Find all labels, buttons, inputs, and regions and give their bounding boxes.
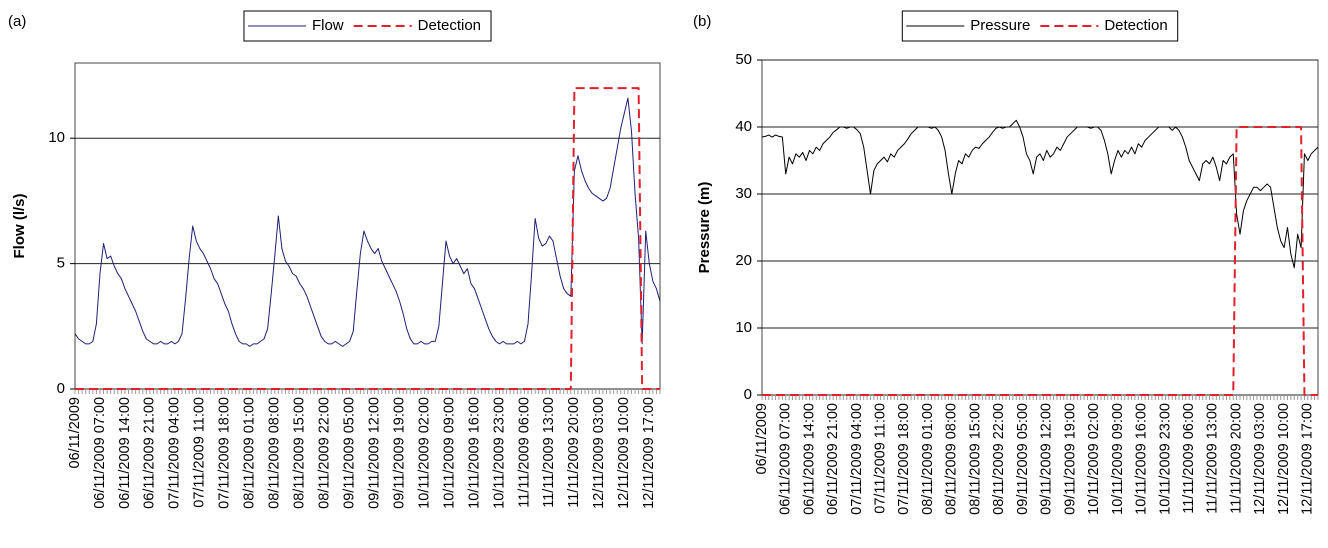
x-tick-label: 07/11/2009 04:00 bbox=[167, 397, 183, 509]
y-tick-label: 10 bbox=[48, 129, 65, 146]
y-tick-label: 40 bbox=[735, 118, 752, 135]
x-tick-label: 07/11/2009 18:00 bbox=[896, 403, 912, 515]
x-tick-label: 12/11/2009 17:00 bbox=[641, 397, 657, 509]
x-tick-label: 08/11/2009 08:00 bbox=[267, 397, 283, 509]
x-tick-label: 08/11/2009 08:00 bbox=[944, 403, 960, 515]
x-tick-label: 10/11/2009 16:00 bbox=[1134, 403, 1150, 515]
x-tick-label: 11/11/2009 13:00 bbox=[541, 397, 557, 508]
y-axis-title: Flow (l/s) bbox=[11, 194, 28, 259]
x-tick-label: 11/11/2009 06:00 bbox=[516, 397, 532, 508]
x-tick-label: 09/11/2009 05:00 bbox=[1015, 403, 1031, 515]
x-tick-label: 11/11/2009 20:00 bbox=[1228, 403, 1244, 514]
x-tick-label: 10/11/2009 02:00 bbox=[1086, 403, 1102, 515]
x-tick-label: 09/11/2009 12:00 bbox=[1039, 403, 1055, 515]
y-tick-label: 20 bbox=[735, 252, 752, 269]
x-tick-label: 08/11/2009 22:00 bbox=[991, 403, 1007, 515]
x-tick-label: 08/11/2009 01:00 bbox=[242, 397, 258, 509]
series-line bbox=[74, 97, 661, 347]
panel-label: (b) bbox=[693, 13, 711, 30]
x-tick-label: 06/11/2009 14:00 bbox=[117, 397, 133, 509]
x-tick-label: 12/11/2009 10:00 bbox=[1276, 403, 1292, 515]
panel-label: (a) bbox=[8, 13, 26, 30]
x-tick-label: 06/11/2009 14:00 bbox=[801, 403, 817, 515]
x-tick-label: 08/11/2009 22:00 bbox=[317, 397, 333, 509]
x-tick-label: 07/11/2009 18:00 bbox=[217, 397, 233, 509]
x-tick-label: 06/11/2009 21:00 bbox=[825, 403, 841, 515]
legend-box bbox=[901, 10, 1179, 42]
x-tick-label: 09/11/2009 05:00 bbox=[341, 397, 357, 509]
x-tick-label: 07/11/2009 11:00 bbox=[192, 397, 208, 508]
y-tick-label: 10 bbox=[735, 319, 752, 336]
legend-label: Flow bbox=[312, 17, 344, 34]
x-tick-label: 09/11/2009 19:00 bbox=[1062, 403, 1078, 515]
y-tick-label: 0 bbox=[744, 386, 752, 403]
series-line bbox=[761, 119, 1319, 269]
x-tick-label: 10/11/2009 09:00 bbox=[441, 397, 457, 509]
x-tick-label: 06/11/2009 bbox=[67, 397, 83, 469]
series-line bbox=[75, 87, 660, 390]
x-tick-label: 06/11/2009 21:00 bbox=[142, 397, 158, 509]
x-tick-label: 12/11/2009 10:00 bbox=[616, 397, 632, 509]
x-tick-label: 10/11/2009 16:00 bbox=[466, 397, 482, 509]
x-tick-label: 11/11/2009 13:00 bbox=[1205, 403, 1221, 514]
x-tick-label: 11/11/2009 06:00 bbox=[1181, 403, 1197, 514]
y-tick-label: 50 bbox=[735, 51, 752, 68]
x-tick-label: 10/11/2009 23:00 bbox=[491, 397, 507, 509]
y-tick-label: 5 bbox=[57, 255, 65, 272]
legend-label: Detection bbox=[1104, 17, 1167, 34]
x-tick-label: 06/11/2009 bbox=[754, 403, 770, 475]
x-tick-label: 07/11/2009 11:00 bbox=[872, 403, 888, 514]
series-line bbox=[762, 126, 1318, 396]
legend-box bbox=[243, 10, 492, 42]
y-tick-label: 30 bbox=[735, 185, 752, 202]
legend-label: Pressure bbox=[970, 17, 1030, 34]
x-tick-label: 10/11/2009 02:00 bbox=[416, 397, 432, 509]
x-tick-label: 08/11/2009 15:00 bbox=[292, 397, 308, 509]
x-tick-label: 09/11/2009 12:00 bbox=[366, 397, 382, 509]
x-tick-label: 06/11/2009 07:00 bbox=[92, 397, 108, 509]
x-tick-label: 12/11/2009 03:00 bbox=[591, 397, 607, 509]
y-tick-label: 0 bbox=[57, 380, 65, 397]
x-tick-label: 10/11/2009 23:00 bbox=[1157, 403, 1173, 515]
x-tick-label: 08/11/2009 01:00 bbox=[920, 403, 936, 515]
x-tick-label: 12/11/2009 03:00 bbox=[1252, 403, 1268, 515]
x-tick-label: 10/11/2009 09:00 bbox=[1110, 403, 1126, 515]
x-tick-label: 06/11/2009 07:00 bbox=[778, 403, 794, 515]
x-tick-label: 09/11/2009 19:00 bbox=[391, 397, 407, 509]
x-tick-label: 12/11/2009 17:00 bbox=[1300, 403, 1316, 515]
x-tick-label: 08/11/2009 15:00 bbox=[967, 403, 983, 515]
legend-label: Detection bbox=[418, 17, 481, 34]
x-tick-label: 11/11/2009 20:00 bbox=[566, 397, 582, 508]
x-tick-label: 07/11/2009 04:00 bbox=[849, 403, 865, 515]
y-axis-title: Pressure (m) bbox=[696, 182, 713, 274]
